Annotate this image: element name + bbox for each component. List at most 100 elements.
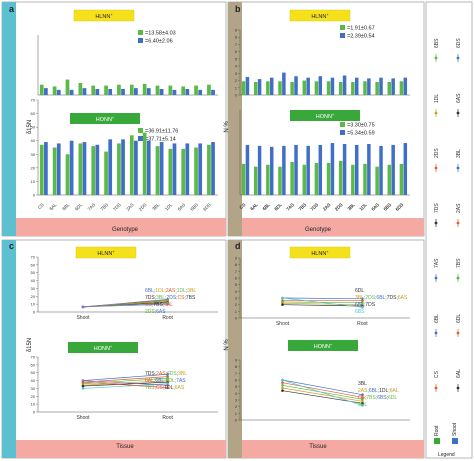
d-hlnn-shoot-point xyxy=(281,296,284,300)
a-hlnn-key-1-label: =13.58±4.03 xyxy=(145,31,176,37)
a-honn-ytick-label: 10 xyxy=(31,179,36,184)
panel-strip-c xyxy=(16,440,226,458)
b-hlnn-ytick-label: 4 xyxy=(235,64,238,69)
d-hlnn-annotation: 6BL xyxy=(376,295,385,301)
legend-entry-point-1 xyxy=(434,221,438,225)
b-honn-bar xyxy=(266,164,270,195)
d-honn-shoot-point xyxy=(281,386,284,390)
panel-sidebar-c xyxy=(2,240,16,458)
b-hlnn-key-2-label: =2.39±0.54 xyxy=(347,34,375,40)
a-hlnn-tag-box xyxy=(73,9,135,22)
c-honn-tag-box xyxy=(68,342,138,353)
panel-strip-a xyxy=(16,218,226,236)
b-honn-bar xyxy=(290,161,294,195)
ylabel-d: N % xyxy=(224,339,230,351)
panel-letter-b: b xyxy=(235,4,241,14)
b-hlnn-category-label: CS xyxy=(238,202,246,210)
c-honn-series-line xyxy=(82,381,168,388)
d-hlnn-annotation-row: 6DL xyxy=(355,288,364,294)
b-honn-category-label: 2AS xyxy=(322,202,332,212)
a-honn-bar xyxy=(159,142,164,195)
b-honn-category-label: 7AS xyxy=(285,202,295,212)
legend-entry-point-2 xyxy=(456,111,460,115)
b-hlnn-bar xyxy=(403,77,408,95)
a-hlnn-key-1 xyxy=(138,30,143,35)
c-honn-annotation-separator: ; xyxy=(177,371,178,377)
panel-sidebar-d xyxy=(228,240,242,458)
c-honn-ytick-label: 10 xyxy=(31,402,36,407)
a-honn-category-label: 7AS xyxy=(87,202,97,212)
c-honn-annotation: 3BL xyxy=(178,371,187,377)
a-honn-bar xyxy=(39,144,44,195)
c-honn-tag-sup: + xyxy=(110,344,113,349)
c-hlnn-ytick-label: 30 xyxy=(31,286,36,291)
c-honn-annotation-separator: ; xyxy=(154,378,155,384)
b-hlnn-bar xyxy=(266,81,270,95)
a-honn-category-label: 3BL xyxy=(151,202,161,212)
d-honn-ytick-label: 9 xyxy=(235,358,238,363)
d-honn-ytick-label: 4 xyxy=(235,391,238,396)
b-honn-bar xyxy=(338,161,343,195)
legend-shoot-swatch xyxy=(452,438,458,444)
c-honn-tag-text: HONN+ xyxy=(94,344,113,353)
a-hlnn-bar xyxy=(108,89,113,95)
c-honn-annotation: 2AS xyxy=(156,371,166,377)
b-hlnn-bar xyxy=(257,79,262,95)
d-hlnn-annotation: 3BL xyxy=(355,295,364,301)
d-honn-ytick-label: 0 xyxy=(235,418,238,423)
b-hlnn-bar xyxy=(375,82,379,95)
c-honn-annotation-row: 6AL;6BL;6DL;7AS xyxy=(145,378,186,384)
b-hlnn-ytick-label: 7 xyxy=(235,42,238,47)
a-honn-bar xyxy=(78,143,83,195)
d-honn-shoot-point xyxy=(281,381,284,384)
c-hlnn-annotation: 3BL xyxy=(156,295,165,301)
b-honn-bar xyxy=(314,162,319,195)
b-hlnn-category-label: 6BS xyxy=(383,202,393,212)
a-honn-bar xyxy=(155,146,160,195)
legend-entry: 2DS 3BL xyxy=(434,148,462,172)
b-hlnn-bar xyxy=(342,75,347,95)
d-honn-root-point xyxy=(361,398,364,401)
b-hlnn-tag-sup: + xyxy=(326,12,329,17)
b-honn-category-label: 6BS xyxy=(383,202,393,212)
b-honn-key-1 xyxy=(340,122,345,127)
d-honn-shoot-point xyxy=(281,378,284,382)
legend-entry-point-1 xyxy=(434,56,438,60)
a-hlnn-bar xyxy=(56,89,61,95)
a-honn-bar xyxy=(207,144,211,195)
c-hlnn-annotation: CS xyxy=(145,302,153,308)
legend-entry-bottom-label: 6AS xyxy=(456,93,462,103)
a-honn-bar xyxy=(172,143,177,195)
c-honn-annotation: 6AS xyxy=(175,385,185,391)
a-hlnn-bar xyxy=(168,85,173,95)
d-hlnn-ytick-label: 4 xyxy=(235,289,238,294)
b-honn-category-label: 6DL xyxy=(273,202,283,212)
c-hlnn-ytick-label: 40 xyxy=(31,278,36,283)
a-hlnn-bar xyxy=(211,89,215,95)
d-hlnn-annotation: 6AS xyxy=(398,295,408,301)
c-honn-annotation-row: 7DS;2AS;6DS;3BL xyxy=(145,371,187,377)
d-hlnn-ytick-label: 7 xyxy=(235,269,238,274)
legend-entry-bottom-label: 7BS xyxy=(456,258,462,268)
c-hlnn-annotation-separator: ; xyxy=(176,295,177,301)
b-hlnn-category-label: 7DS xyxy=(310,202,320,212)
d-honn-series-line xyxy=(282,379,363,406)
c-honn-ytick-label: 60 xyxy=(31,362,36,367)
b-hlnn-bar xyxy=(351,82,355,95)
d-honn-annotation-row: CS;7BS;6BS;6DL xyxy=(358,395,397,401)
c-hlnn-annotation: 3BL xyxy=(187,288,196,294)
panel-strip-b xyxy=(242,218,424,236)
b-honn-bar xyxy=(278,166,282,195)
d-honn-root-point xyxy=(361,393,364,396)
a-hlnn-bar xyxy=(146,88,151,95)
a-honn-bar xyxy=(117,143,121,195)
b-hlnn-bar xyxy=(326,81,331,95)
a-hlnn-bar xyxy=(194,85,198,95)
d-hlnn-annotation-row: 3BL;2DS;6BL;7DS;6AS xyxy=(355,295,408,301)
b-hlnn-category-label: 7AS xyxy=(285,202,295,212)
b-hlnn-ytick-label: 8 xyxy=(235,35,238,40)
d-honn-ytick-label: 5 xyxy=(235,384,238,389)
b-honn-category-label: 1DL xyxy=(358,202,368,212)
a-honn-bar xyxy=(146,140,151,195)
d-hlnn-ytick-label: 3 xyxy=(235,296,238,301)
